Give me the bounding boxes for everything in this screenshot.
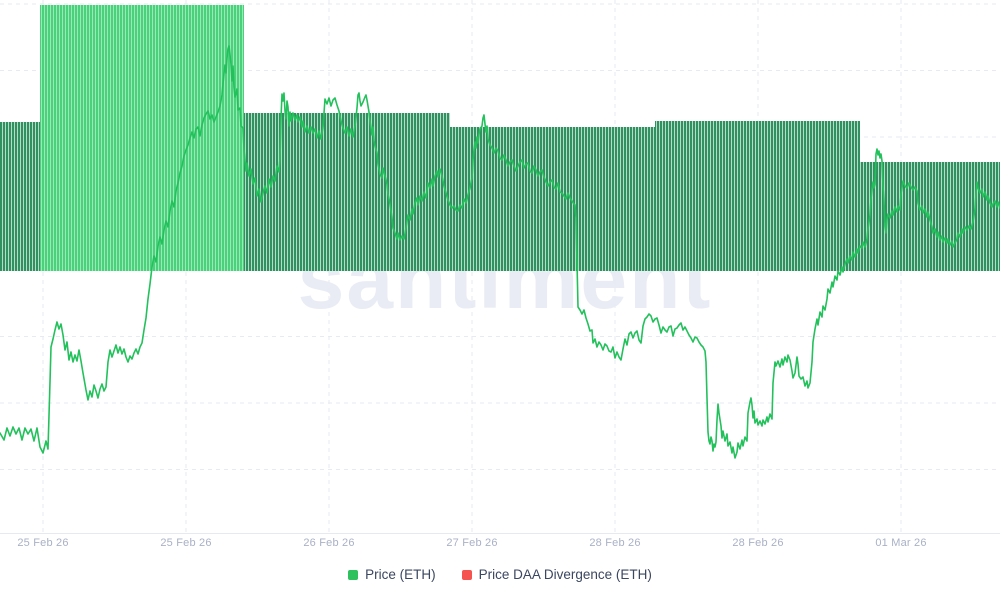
divergence-block-dark xyxy=(655,121,860,271)
divergence-block-dark xyxy=(450,127,655,271)
legend-label-price: Price (ETH) xyxy=(365,567,436,582)
divergence-block-dark xyxy=(244,113,450,271)
legend-item-price-daa-divergence[interactable]: Price DAA Divergence (ETH) xyxy=(461,567,652,582)
x-axis-label: 27 Feb 26 xyxy=(446,537,498,549)
legend-label-price-daa-divergence: Price DAA Divergence (ETH) xyxy=(478,567,652,582)
x-axis-label: 25 Feb 26 xyxy=(160,537,212,549)
x-axis-line xyxy=(0,533,1000,534)
chart-plot-area[interactable]: santiment xyxy=(0,0,1000,533)
divergence-block-dark xyxy=(0,122,40,271)
legend-item-price[interactable]: Price (ETH) xyxy=(348,567,436,582)
x-axis-labels: 25 Feb 26 25 Feb 26 26 Feb 26 27 Feb 26 28 F… xyxy=(0,537,1000,553)
x-axis-label: 25 Feb 26 xyxy=(17,537,69,549)
price-daa-divergence-bars xyxy=(0,5,1000,271)
price-series-swatch-icon xyxy=(348,569,359,580)
price-line xyxy=(0,45,1000,459)
divergence-block-bright xyxy=(40,5,244,271)
x-axis-label: 01 Mar 26 xyxy=(875,537,927,549)
chart-legend: Price (ETH) Price DAA Divergence (ETH) xyxy=(0,567,1000,582)
x-axis-label: 28 Feb 26 xyxy=(732,537,784,549)
x-axis-label: 26 Feb 26 xyxy=(303,537,355,549)
price-daa-divergence-swatch-icon xyxy=(461,569,472,580)
price-daa-divergence-chart: santiment xyxy=(0,0,1000,533)
divergence-block-dark xyxy=(860,162,1000,271)
x-axis-label: 28 Feb 26 xyxy=(589,537,641,549)
